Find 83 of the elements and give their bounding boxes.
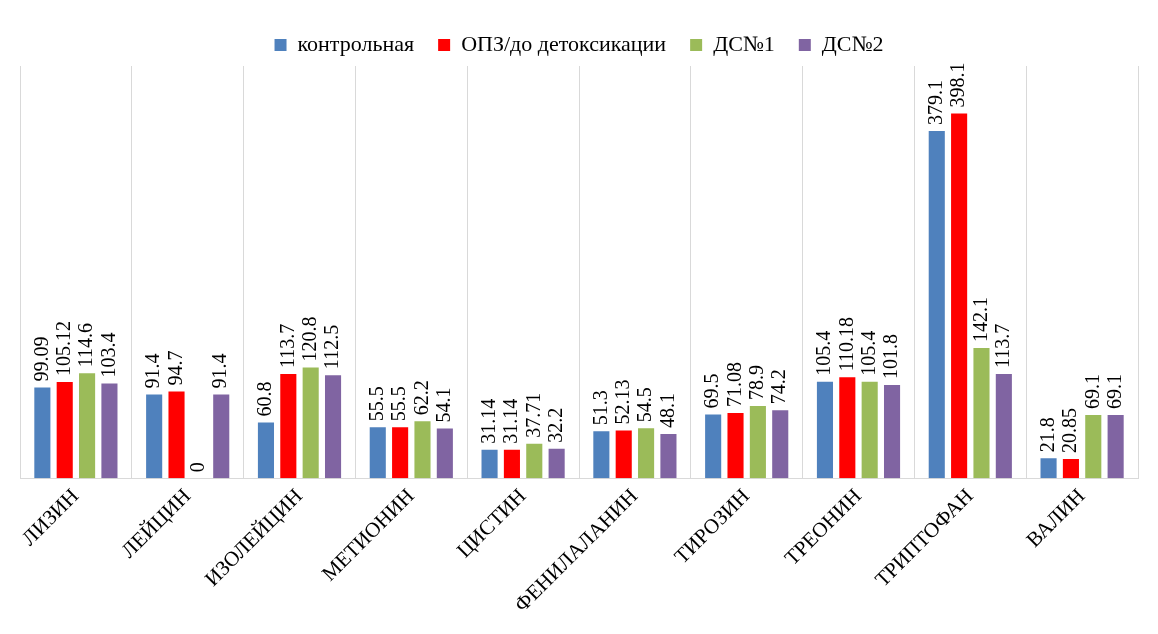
data-label: 31.14 [476,398,499,444]
bar [1107,414,1124,479]
bar [548,448,565,479]
legend-label: контрольная [297,30,415,56]
bar [660,434,677,479]
data-label: 379.1 [924,79,947,125]
bar [392,427,409,479]
data-label: 120.8 [297,316,320,362]
bar [280,374,297,479]
data-label: 94.7 [163,350,186,386]
data-label: 48.1 [655,393,678,429]
data-label: 114.6 [74,322,97,368]
bar [727,413,744,479]
bar [1085,414,1102,479]
data-label: 69.1 [1102,373,1125,409]
bar [146,394,163,479]
bar [414,421,431,479]
data-label: 52.13 [610,379,633,425]
bar [973,348,990,479]
data-label: 105.4 [812,330,835,376]
data-label: 105.12 [51,320,74,376]
data-label: 69.5 [700,373,723,409]
bar [839,377,856,479]
data-label: 69.1 [1080,373,1103,409]
bar [995,374,1012,479]
bar [302,367,319,479]
bar [638,428,655,479]
bar [1040,458,1057,479]
data-label: 51.3 [588,390,611,426]
legend-label: ДС№1 [713,30,775,56]
bar [816,381,834,479]
data-label: 0 [186,462,209,473]
bar [79,373,96,479]
bar [213,394,230,479]
data-label: 99.09 [29,336,52,382]
data-label: 32.2 [543,407,566,443]
legend-label: ДС№2 [821,30,884,56]
bar [257,422,275,479]
data-label: 103.4 [96,332,119,378]
bar [749,405,766,479]
data-label: 398.1 [946,62,969,108]
bar [772,410,789,479]
bar [503,449,520,479]
data-label: 20.85 [1058,408,1081,454]
bar [1062,459,1079,479]
data-label: 54.5 [633,387,656,423]
data-label: 112.5 [320,324,343,370]
data-label: 78.9 [745,364,768,400]
data-label: 55.5 [387,386,410,422]
data-label: 71.08 [722,362,745,408]
bar [526,443,543,479]
bar [615,430,632,479]
data-label: 60.8 [253,381,276,417]
bar [861,381,878,479]
bar [436,428,453,479]
data-label: 91.4 [208,353,231,389]
bar [928,130,945,479]
bar [951,113,968,479]
data-label: 142.1 [968,297,991,343]
data-label: 55.5 [365,386,388,422]
data-label: 54.1 [432,387,455,423]
bar [883,384,901,479]
data-label: 110.18 [834,316,857,372]
data-label: 105.4 [856,330,879,376]
bar [34,387,51,479]
data-label: 31.14 [499,398,522,444]
data-label: 113.7 [991,323,1014,369]
bar [369,427,386,479]
bar [481,449,498,479]
data-label: 62.2 [409,380,432,416]
data-label: 21.8 [1035,417,1058,453]
data-label: 113.7 [275,323,298,369]
legend-label: ОПЗ/до детоксикации [461,30,667,56]
data-label: 101.8 [879,333,902,379]
bar [168,391,185,479]
data-label: 91.4 [141,353,164,389]
bar [593,431,610,479]
data-label: 37.71 [521,392,544,438]
bar [101,383,118,479]
data-label: 74.2 [767,369,790,405]
bar [324,375,342,479]
bar [705,414,722,479]
bar [56,381,73,479]
